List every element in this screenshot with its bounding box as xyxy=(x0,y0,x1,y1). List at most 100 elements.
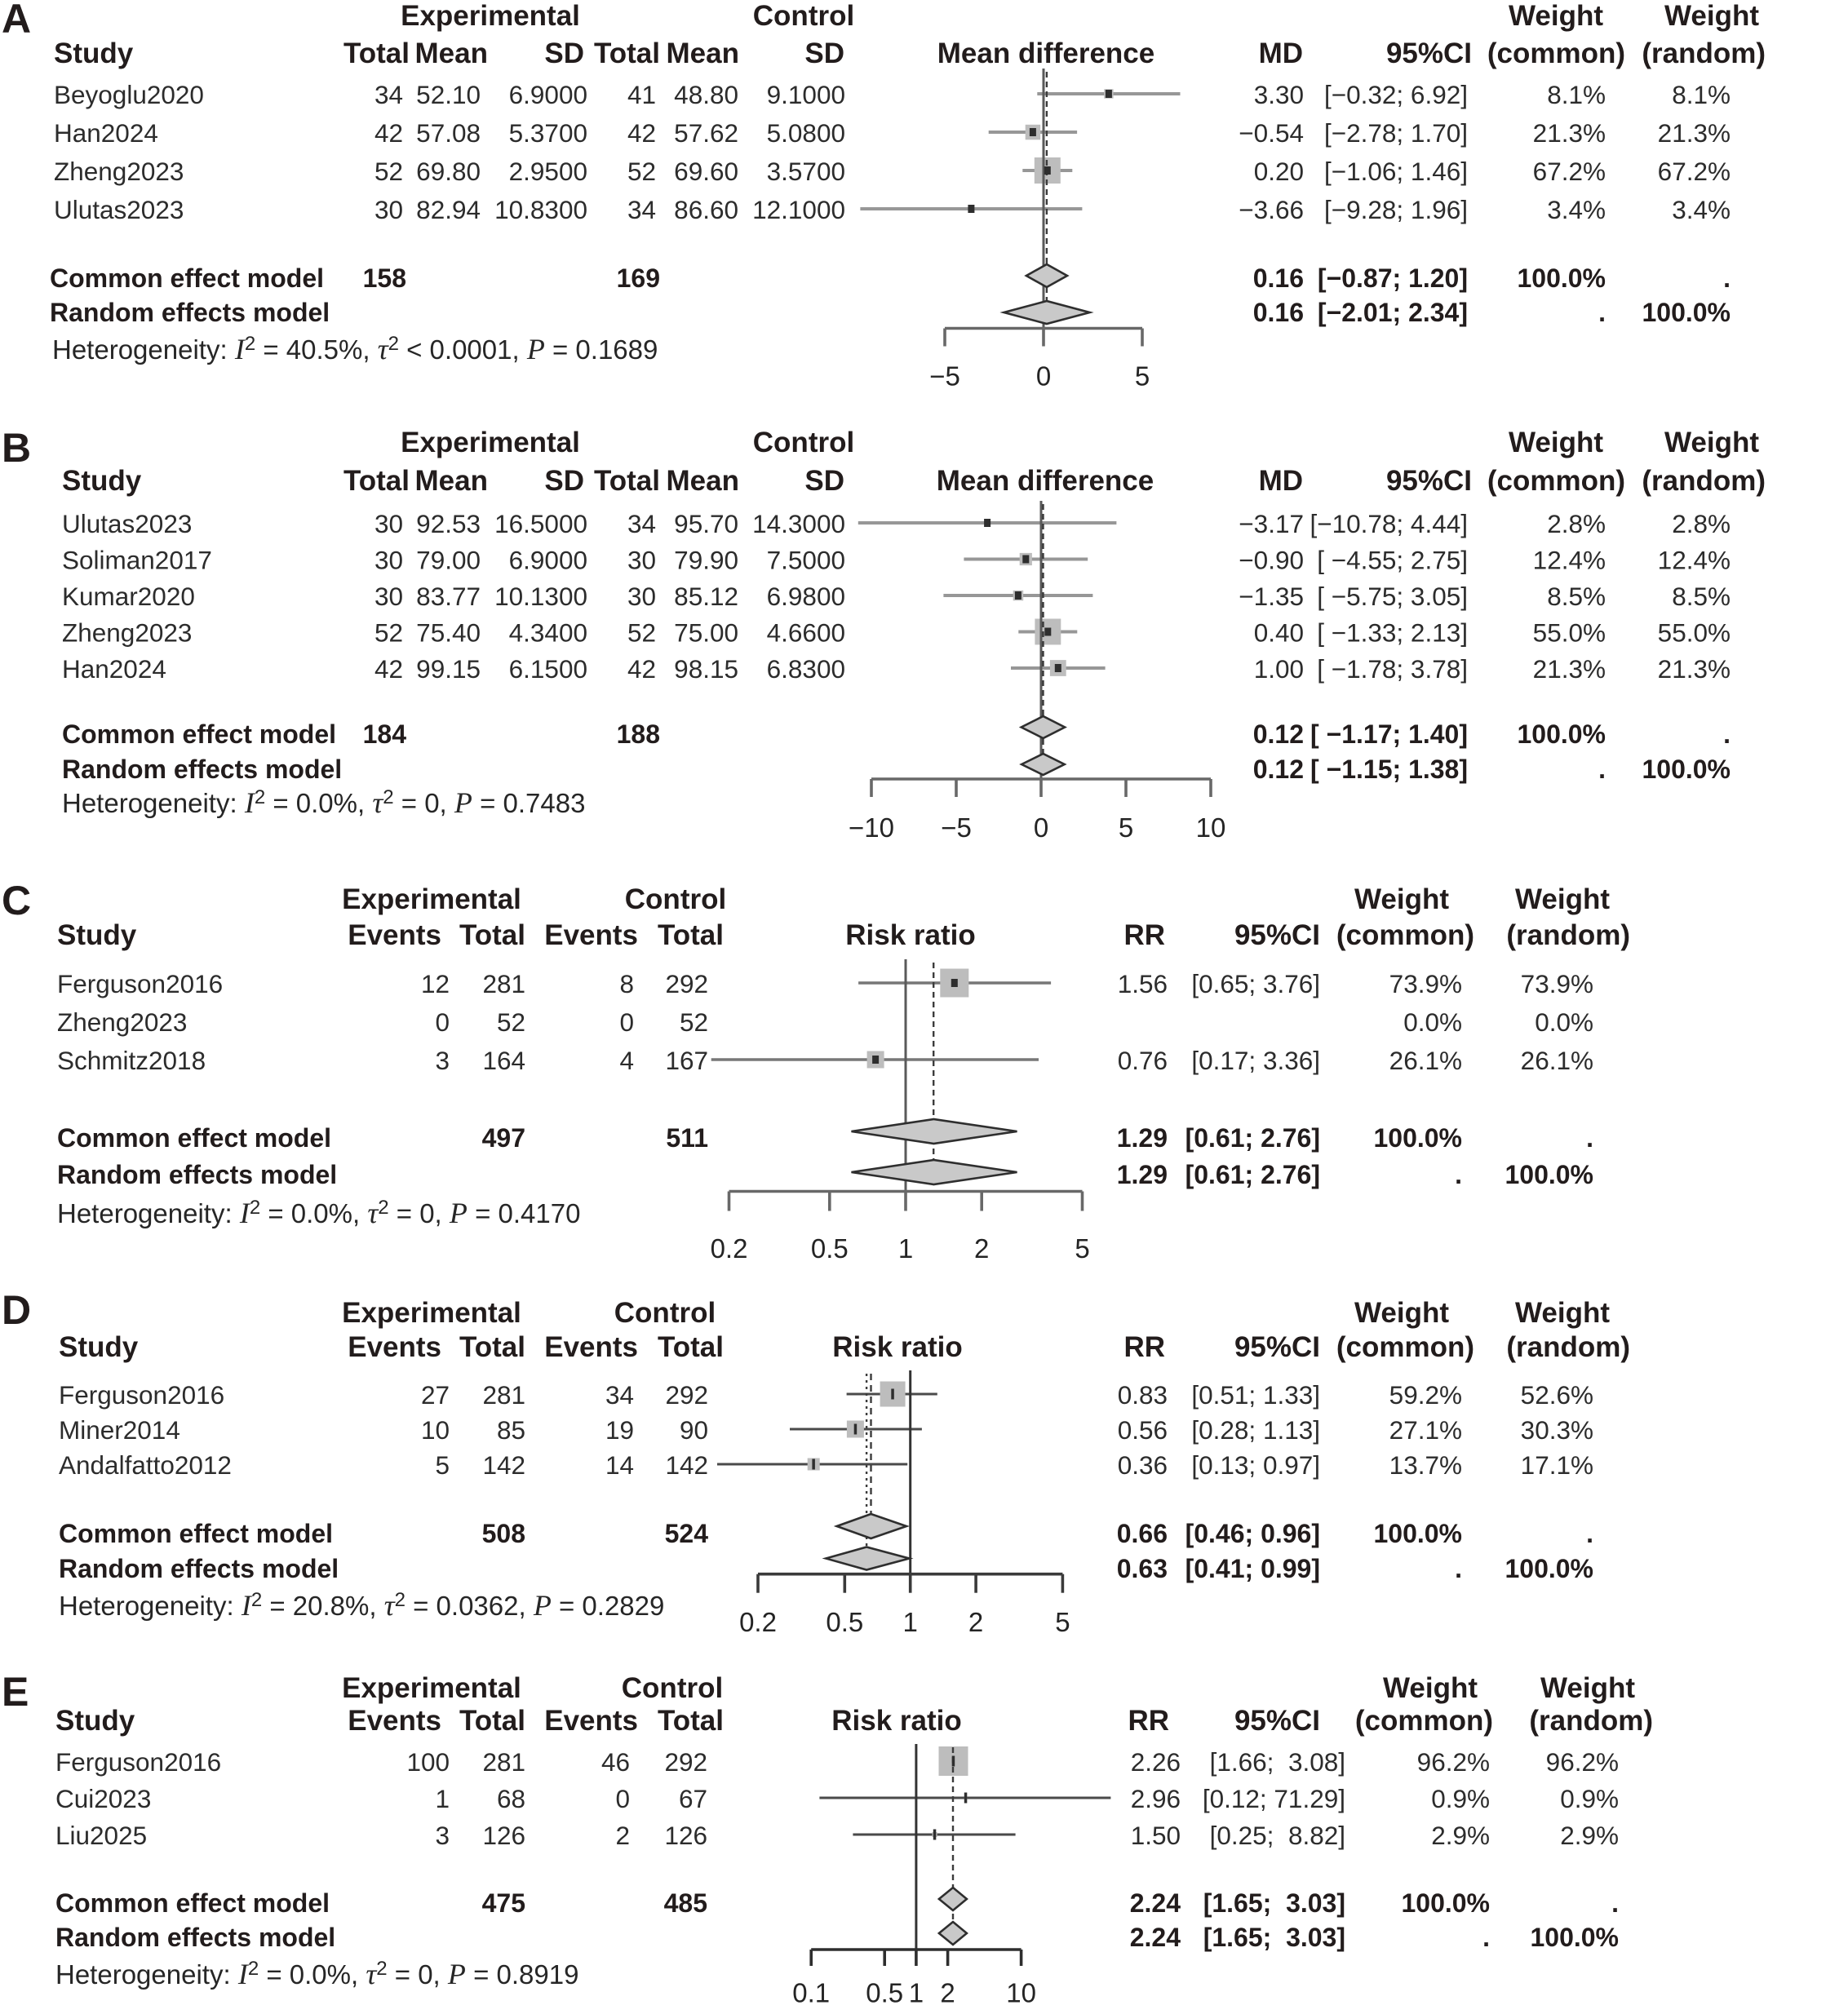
svg-text:(common): (common) xyxy=(1487,465,1625,497)
svg-text:0.9%: 0.9% xyxy=(1431,1784,1490,1813)
svg-text:[−1.06; 1.46]: [−1.06; 1.46] xyxy=(1324,157,1468,186)
svg-text:Total: Total xyxy=(459,919,525,951)
svg-text:Events: Events xyxy=(348,1705,441,1737)
svg-text:30: 30 xyxy=(374,509,403,538)
svg-text:83.77: 83.77 xyxy=(416,582,481,611)
svg-text:0.63: 0.63 xyxy=(1117,1554,1168,1583)
svg-text:2.9%: 2.9% xyxy=(1560,1821,1619,1850)
svg-text:[ −1.33; 2.13]: [ −1.33; 2.13] xyxy=(1317,618,1468,648)
svg-text:485: 485 xyxy=(664,1888,707,1918)
svg-text:52: 52 xyxy=(680,1007,708,1037)
svg-text:1.00: 1.00 xyxy=(1254,654,1304,684)
svg-text:1: 1 xyxy=(435,1784,450,1813)
svg-text:[0.65; 3.76]: [0.65; 3.76] xyxy=(1191,969,1320,998)
svg-text:21.3%: 21.3% xyxy=(1658,654,1731,684)
svg-text:0: 0 xyxy=(435,1007,450,1037)
svg-text:79.90: 79.90 xyxy=(674,546,738,575)
svg-text:0.5: 0.5 xyxy=(811,1233,849,1264)
svg-text:30: 30 xyxy=(374,546,403,575)
svg-text:Random effects model: Random effects model xyxy=(50,298,330,327)
svg-text:12: 12 xyxy=(421,969,450,998)
svg-text:Mean: Mean xyxy=(415,38,488,69)
svg-text:100: 100 xyxy=(406,1747,450,1777)
svg-text:[ −1.78; 3.78]: [ −1.78; 3.78] xyxy=(1317,654,1468,684)
svg-text:52: 52 xyxy=(497,1007,525,1037)
svg-text:158: 158 xyxy=(363,263,406,293)
svg-text:Weight: Weight xyxy=(1515,1297,1610,1329)
svg-text:6.9000: 6.9000 xyxy=(509,546,587,575)
svg-text:52: 52 xyxy=(374,618,403,648)
svg-text:1: 1 xyxy=(909,1978,924,2008)
svg-text:Study: Study xyxy=(59,1331,139,1363)
svg-text:[0.61; 2.76]: [0.61; 2.76] xyxy=(1185,1160,1320,1189)
svg-text:27.1%: 27.1% xyxy=(1389,1415,1462,1445)
svg-text:4.3400: 4.3400 xyxy=(509,618,587,648)
svg-text:[1.66; 3.08]: [1.66; 3.08] xyxy=(1210,1747,1345,1777)
svg-text:Experimental: Experimental xyxy=(401,0,580,32)
svg-text:8.5%: 8.5% xyxy=(1547,582,1606,611)
svg-text:Common effect model: Common effect model xyxy=(59,1519,333,1548)
svg-text:79.00: 79.00 xyxy=(416,546,481,575)
svg-text:Zheng2023: Zheng2023 xyxy=(62,618,192,648)
svg-text:14.3000: 14.3000 xyxy=(752,509,845,538)
svg-text:Random effects model: Random effects model xyxy=(62,755,342,784)
svg-text:Weight: Weight xyxy=(1354,1297,1449,1329)
svg-text:100.0%: 100.0% xyxy=(1642,298,1731,327)
svg-text:95%CI: 95%CI xyxy=(1234,1705,1320,1737)
svg-text:0.20: 0.20 xyxy=(1254,157,1304,186)
svg-text:8.1%: 8.1% xyxy=(1672,80,1731,109)
svg-text:.: . xyxy=(1482,1923,1490,1952)
svg-text:100.0%: 100.0% xyxy=(1517,263,1606,293)
svg-text:30: 30 xyxy=(627,582,656,611)
svg-text:[0.13; 0.97]: [0.13; 0.97] xyxy=(1191,1450,1320,1480)
svg-text:52: 52 xyxy=(374,157,403,186)
svg-text:14: 14 xyxy=(605,1450,634,1480)
svg-text:42: 42 xyxy=(374,118,403,148)
svg-text:Control: Control xyxy=(625,883,726,915)
svg-text:[ −1.17; 1.40]: [ −1.17; 1.40] xyxy=(1310,719,1468,749)
svg-text:[1.65; 3.03]: [1.65; 3.03] xyxy=(1203,1923,1345,1952)
svg-text:(random): (random) xyxy=(1529,1705,1653,1737)
svg-text:Experimental: Experimental xyxy=(342,883,521,915)
svg-text:Weight: Weight xyxy=(1515,883,1610,915)
svg-text:Events: Events xyxy=(348,1331,441,1363)
svg-text:(random): (random) xyxy=(1506,1331,1630,1363)
svg-text:85: 85 xyxy=(497,1415,525,1445)
svg-text:41: 41 xyxy=(627,80,656,109)
svg-text:16.5000: 16.5000 xyxy=(494,509,587,538)
svg-text:96.2%: 96.2% xyxy=(1417,1747,1490,1777)
svg-text:10.8300: 10.8300 xyxy=(494,195,587,224)
svg-text:Total: Total xyxy=(658,1331,724,1363)
svg-text:10.1300: 10.1300 xyxy=(494,582,587,611)
svg-text:0.16: 0.16 xyxy=(1253,263,1304,293)
svg-text:3.30: 3.30 xyxy=(1254,80,1304,109)
svg-text:Total: Total xyxy=(343,38,410,69)
svg-text:2.96: 2.96 xyxy=(1131,1784,1181,1813)
svg-text:96.2%: 96.2% xyxy=(1546,1747,1619,1777)
svg-text:98.15: 98.15 xyxy=(674,654,738,684)
svg-text:12.1000: 12.1000 xyxy=(752,195,845,224)
svg-text:.: . xyxy=(1455,1554,1462,1583)
svg-text:(random): (random) xyxy=(1506,919,1630,951)
svg-text:Ferguson2016: Ferguson2016 xyxy=(59,1380,224,1410)
svg-text:.: . xyxy=(1586,1519,1593,1548)
svg-text:52: 52 xyxy=(627,157,656,186)
svg-text:Study: Study xyxy=(55,1705,135,1737)
svg-text:Heterogeneity: I2 = 0.0%, τ2 =: Heterogeneity: I2 = 0.0%, τ2 = 0, P = 0.… xyxy=(62,786,585,819)
svg-text:0: 0 xyxy=(1034,812,1048,843)
svg-text:10: 10 xyxy=(1006,1978,1036,2008)
svg-text:Events: Events xyxy=(544,919,638,951)
svg-text:A: A xyxy=(2,0,31,42)
svg-text:8.1%: 8.1% xyxy=(1547,80,1606,109)
svg-text:0.2: 0.2 xyxy=(739,1607,777,1637)
svg-text:−3.66: −3.66 xyxy=(1239,195,1304,224)
svg-text:42: 42 xyxy=(627,654,656,684)
svg-text:0.83: 0.83 xyxy=(1118,1380,1168,1410)
svg-text:292: 292 xyxy=(664,1747,707,1777)
svg-text:D: D xyxy=(2,1287,31,1333)
svg-text:Ferguson2016: Ferguson2016 xyxy=(57,969,223,998)
svg-text:10: 10 xyxy=(421,1415,450,1445)
svg-text:1.56: 1.56 xyxy=(1118,969,1168,998)
svg-text:[−0.32; 6.92]: [−0.32; 6.92] xyxy=(1324,80,1468,109)
svg-text:508: 508 xyxy=(482,1519,525,1548)
